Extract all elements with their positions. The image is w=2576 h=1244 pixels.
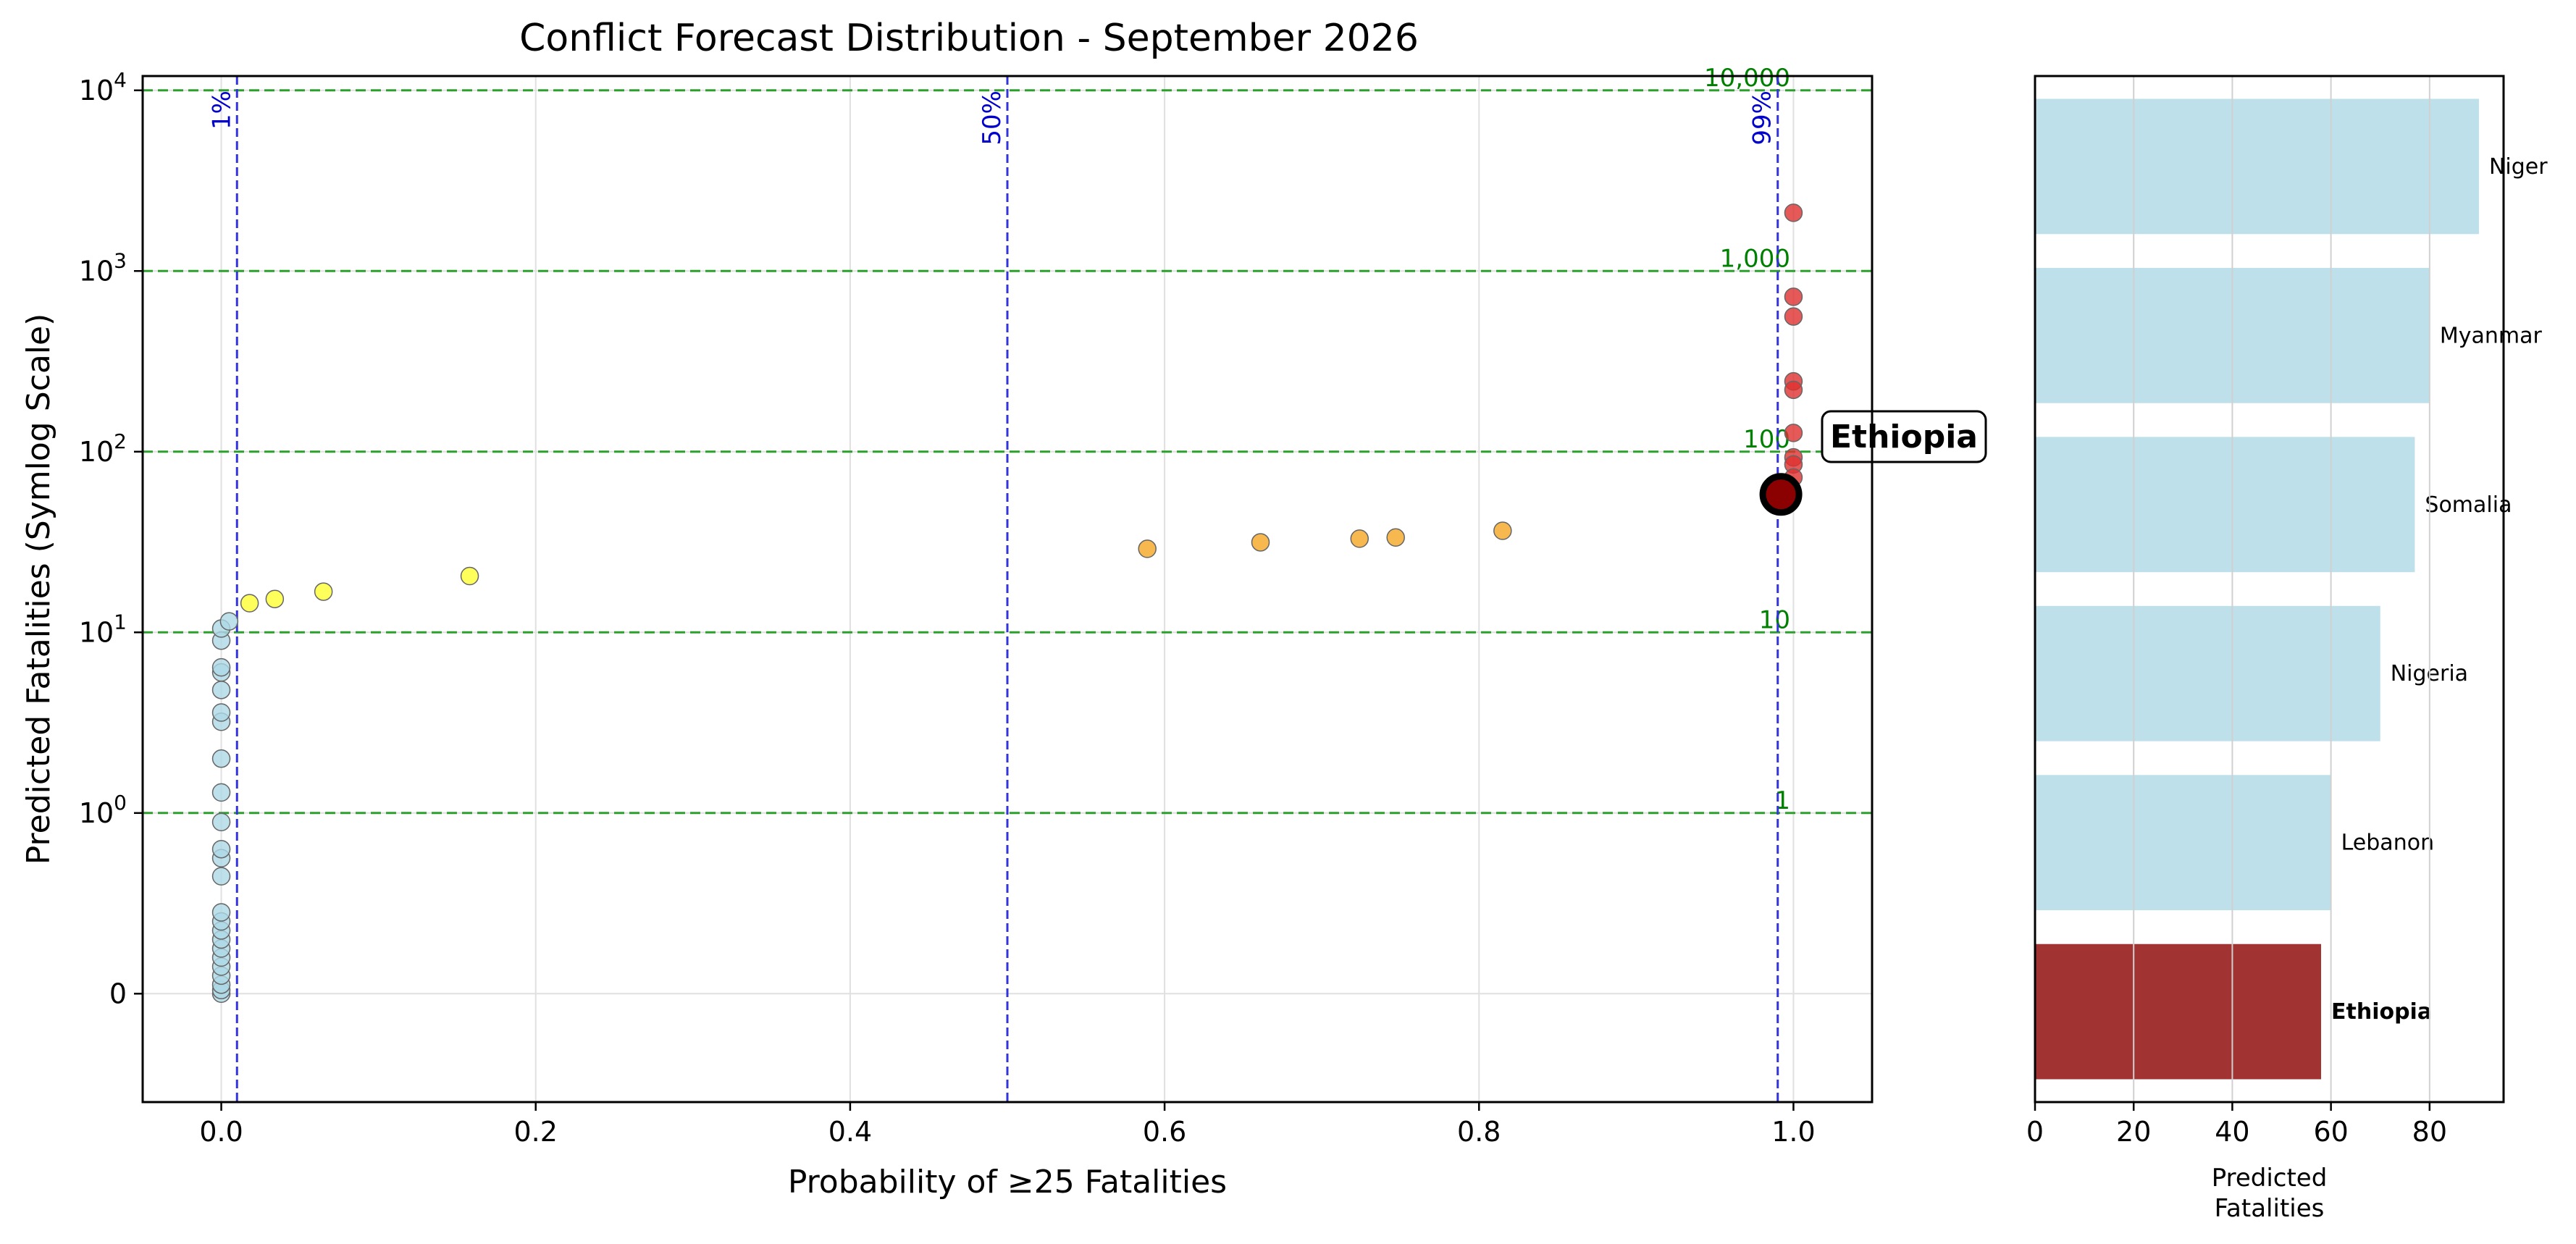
bar-label-lebanon: Lebanon bbox=[2341, 831, 2434, 856]
scatter-point-1-0 bbox=[240, 594, 259, 613]
scatter-point-3-4 bbox=[1784, 380, 1803, 400]
scatter-point-3-2 bbox=[1784, 307, 1803, 326]
scatter-x-tick-label-3: 0.6 bbox=[1143, 1116, 1186, 1148]
scatter-point-0-15 bbox=[211, 783, 231, 802]
scatter-y-tick-label-5: 104 bbox=[79, 68, 127, 106]
scatter-point-3-0 bbox=[1784, 203, 1803, 222]
threshold-label-1: 10 bbox=[1759, 605, 1790, 634]
bar-label-ethiopia: Ethiopia bbox=[2331, 999, 2432, 1025]
percentile-lines: 1% 50% 99% bbox=[207, 76, 1779, 1102]
bar-frame bbox=[2034, 75, 2505, 1104]
scatter-point-2-4 bbox=[1493, 521, 1512, 540]
bar-nigeria bbox=[2035, 605, 2380, 741]
bar-x-tick-label-3: 60 bbox=[2313, 1116, 2348, 1148]
scatter-point-0-24 bbox=[219, 612, 239, 631]
scatter-point-0-16 bbox=[211, 749, 231, 768]
scatter-point-1-2 bbox=[314, 582, 333, 601]
scatter-point-2-2 bbox=[1350, 529, 1369, 548]
highlight-callout-box bbox=[1821, 410, 1987, 463]
scatter-y-tick-label-4: 103 bbox=[79, 248, 127, 287]
bar-x-tick-label-4: 80 bbox=[2412, 1116, 2447, 1148]
scatter-y-ticks: 0 100 101 102 103 104 bbox=[79, 68, 143, 1009]
bar-label-niger: Niger bbox=[2489, 154, 2548, 180]
bar-x-tick-label-0: 0 bbox=[2026, 1116, 2044, 1148]
scatter-point-2-0 bbox=[1138, 539, 1157, 558]
scatter-point-3-5 bbox=[1784, 424, 1803, 442]
threshold-label-3: 1,000 bbox=[1720, 244, 1790, 273]
scatter-y-tick-label-1: 100 bbox=[79, 791, 127, 829]
scatter-grid bbox=[143, 76, 1872, 1102]
bar-niger bbox=[2035, 98, 2479, 235]
threshold-label-2: 100 bbox=[1743, 425, 1790, 454]
highlight-callout-label: Ethiopia bbox=[1830, 419, 1978, 455]
scatter-y-tick-label-3: 102 bbox=[79, 429, 127, 468]
highlight-point bbox=[1759, 473, 1803, 516]
scatter-x-tick-label-4: 0.8 bbox=[1457, 1116, 1501, 1148]
percentile-label-1: 50% bbox=[978, 91, 1007, 146]
percentile-label-0: 1% bbox=[207, 91, 236, 130]
scatter-point-0-18 bbox=[211, 703, 231, 722]
scatter-point-0-13 bbox=[211, 839, 231, 859]
bar-panel: NigerMyanmarSomaliaNigeriaLebanonEthiopi… bbox=[2026, 75, 2548, 1223]
bar-x-ticks: 0 20 40 60 80 bbox=[2026, 1102, 2447, 1148]
scatter-y-tick-label-2: 101 bbox=[79, 610, 127, 648]
scatter-point-3-1 bbox=[1784, 287, 1803, 306]
bar-label-somalia: Somalia bbox=[2425, 492, 2512, 518]
chart-title: Conflict Forecast Distribution - Septemb… bbox=[519, 17, 1419, 60]
scatter-point-2-3 bbox=[1386, 528, 1405, 547]
bar-label-myanmar: Myanmar bbox=[2440, 323, 2543, 348]
scatter-y-tick-label-0: 0 bbox=[109, 978, 127, 1009]
scatter-point-0-10 bbox=[211, 903, 231, 922]
scatter-x-tick-label-0: 0.0 bbox=[199, 1116, 243, 1148]
bar-x-tick-label-2: 40 bbox=[2215, 1116, 2249, 1148]
bar-somalia bbox=[2035, 437, 2415, 573]
bars: NigerMyanmarSomaliaNigeriaLebanonEthiopi… bbox=[2035, 98, 2548, 1080]
scatter-point-1-3 bbox=[460, 566, 479, 586]
percentile-label-2: 99% bbox=[1748, 91, 1777, 146]
bar-x-tick-label-1: 20 bbox=[2116, 1116, 2151, 1148]
bar-x-axis-label-line1: Predicted bbox=[2212, 1164, 2328, 1193]
threshold-label-4: 10,000 bbox=[1704, 64, 1790, 93]
scatter-point-1-1 bbox=[265, 589, 285, 608]
scatter-frame bbox=[141, 75, 1874, 1104]
bar-x-axis-label-line2: Fatalities bbox=[2215, 1194, 2325, 1223]
highlight-group: Ethiopia bbox=[1759, 410, 1987, 516]
scatter-x-axis-label: Probability of ≥25 Fatalities bbox=[788, 1164, 1227, 1201]
scatter-point-2-1 bbox=[1251, 533, 1270, 552]
scatter-x-tick-label-1: 0.2 bbox=[514, 1116, 558, 1148]
scatter-points bbox=[211, 203, 1803, 1004]
scatter-y-axis-label: Predicted Fatalities (Symlog Scale) bbox=[20, 314, 57, 865]
scatter-point-0-19 bbox=[211, 681, 231, 699]
scatter-x-tick-label-2: 0.4 bbox=[828, 1116, 872, 1148]
bar-ethiopia bbox=[2035, 943, 2322, 1080]
scatter-point-0-14 bbox=[211, 812, 231, 832]
bar-lebanon bbox=[2035, 775, 2331, 911]
scatter-point-0-11 bbox=[211, 867, 231, 886]
scatter-x-ticks: 0.0 0.2 0.4 0.6 0.8 1.0 bbox=[199, 1102, 1816, 1148]
scatter-point-0-21 bbox=[211, 657, 231, 677]
scatter-x-tick-label-5: 1.0 bbox=[1771, 1116, 1815, 1148]
